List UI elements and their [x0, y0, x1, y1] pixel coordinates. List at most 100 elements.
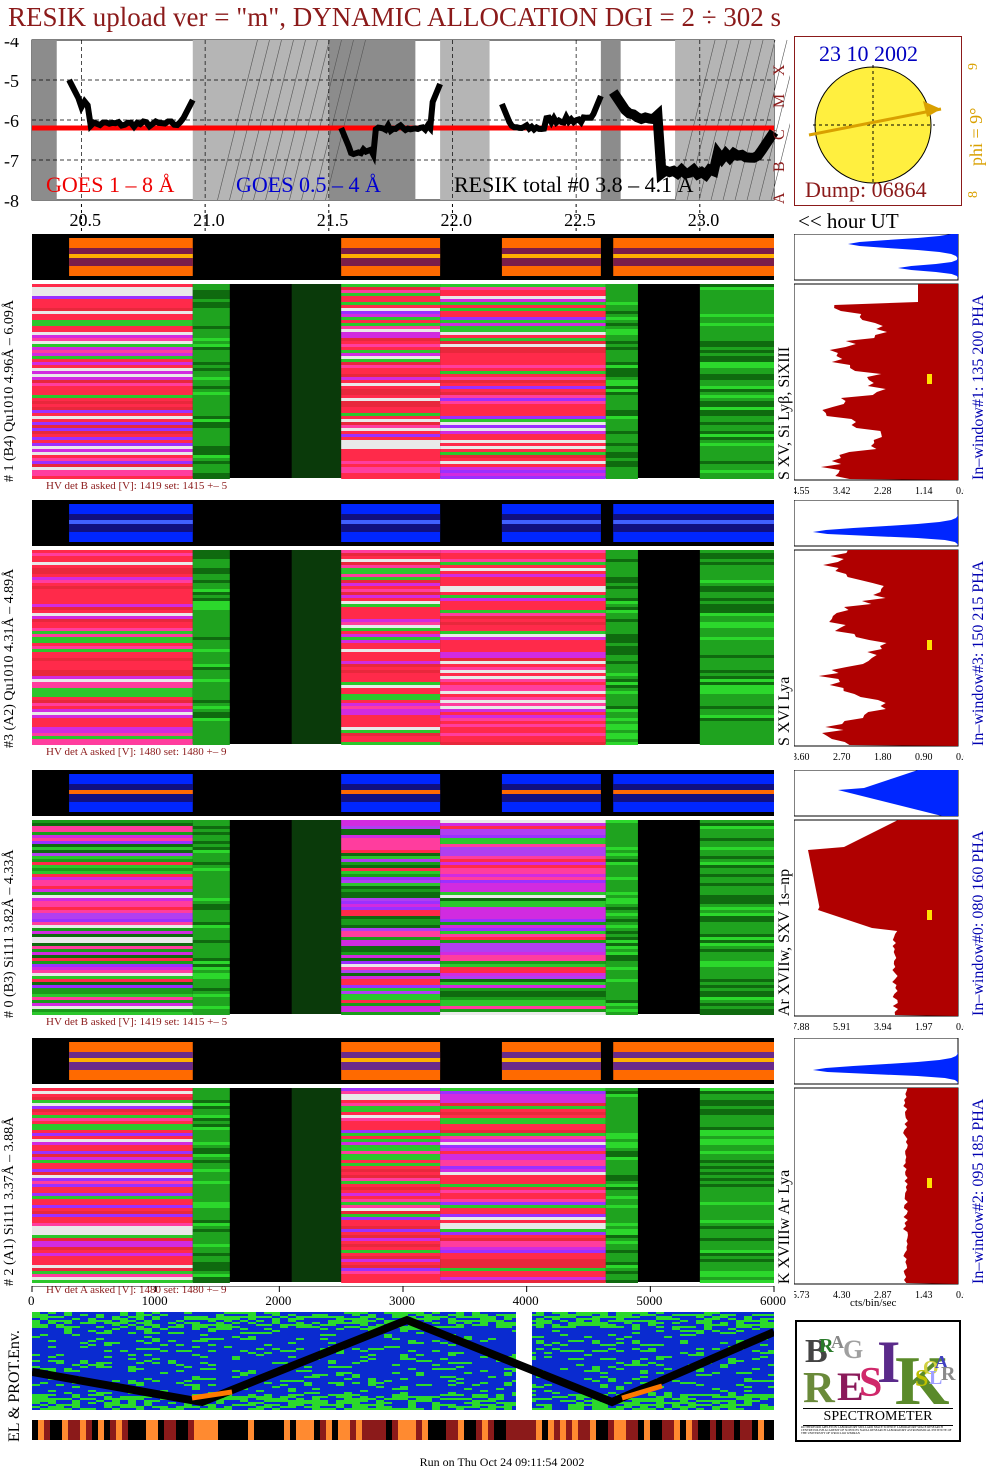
orbit-box: 23 10 2002 Dump: 06864 [794, 36, 962, 206]
time-axis-label: 23.0 [688, 210, 720, 230]
time-axis: 20.5 21.0 21.5 22.0 22.5 23.0 [69, 204, 720, 234]
resik-total-series [338, 82, 443, 166]
logo-title: SPECTROMETER [803, 1408, 953, 1426]
logo-fine-print: RUTHERFORD APPLETON LABORATORY MULLARD S… [801, 1426, 952, 1435]
counts-axis: 0 1000 2000 3000 4000 5000 6000 [28, 1286, 786, 1308]
logo-letter: G [843, 1335, 863, 1364]
logo-letter: R [819, 1335, 834, 1357]
environment-map [32, 1312, 774, 1440]
legend-resik-total: RESIK total #0 3.8 – 4.1 Å [454, 172, 694, 197]
hv-setting: HV det A asked [V]: 1480 set: 1480 +– 9 [46, 1284, 227, 1296]
pha-axis-tick: 3.42 [833, 486, 851, 497]
env-label: EL & PROT.Env. [6, 1330, 23, 1442]
counts-axis-tick: 5000 [636, 1293, 662, 1308]
channel-spectrogram [32, 770, 774, 1015]
channel-label: #3 (A2) Qu1010 4.31Å – 4.89Å [2, 568, 17, 748]
line-label: K XVIIIw Ar Lya [776, 1169, 793, 1284]
logo-letter: A [831, 1332, 844, 1352]
window-label: In–window#2: 095 185 PHA [970, 1098, 987, 1284]
counts-axis-tick: 3000 [389, 1293, 415, 1308]
dump-number: Dump: 06864 [805, 177, 927, 202]
counts-axis-tick: 2000 [265, 1293, 291, 1308]
channel-label: # 0 (B3) Si111 3.82Å – 4.33Å [2, 849, 17, 1018]
sun-orbit-diagram [808, 65, 942, 185]
pha-plot: 3.60 2.70 1.80 0.90 0.00 [794, 500, 964, 763]
counts-axis-tick: 6000 [760, 1293, 786, 1308]
pha-axis-tick: 2.28 [874, 486, 892, 497]
pha-axis-tick: 5.91 [833, 1022, 851, 1033]
logo-letter: S [915, 1366, 928, 1392]
window-label: In–window#0: 080 160 PHA [970, 830, 987, 1016]
pha-axis-tick: 4.55 [794, 486, 810, 497]
time-axis-unit: << hour UT [798, 209, 899, 233]
orbit-date: 23 10 2002 [819, 41, 918, 66]
pha-plot: 4.55 3.42 2.28 1.14 0.00 [794, 234, 964, 497]
time-axis-label: 22.5 [564, 210, 596, 230]
goes-y-tick: -5 [4, 71, 19, 91]
pha-axis-tick: 1.43 [915, 1290, 933, 1301]
time-axis-label: 20.5 [69, 210, 101, 230]
channel-label: # 2 (A1) Si111 3.37Å – 3.88Å [2, 1116, 17, 1286]
counts-axis-tick: 0 [28, 1293, 35, 1308]
line-label: S XV, Si Lyβ, SiXIII [776, 346, 793, 480]
logo-letter: K [895, 1343, 949, 1420]
logo-letter: R [803, 1363, 836, 1412]
pha-axis-tick: 0.00 [956, 1290, 964, 1301]
goes-class-label: M [771, 94, 788, 108]
logo-letter: A [935, 1352, 948, 1372]
time-axis-label: 21.0 [193, 210, 225, 230]
goes-y-tick: -7 [4, 151, 19, 171]
logo-letter: O [923, 1357, 939, 1379]
legend-goes-1-8: GOES 1 – 8 Å [46, 172, 175, 197]
logo-letter: I [877, 1329, 900, 1395]
time-axis-label: 21.5 [317, 210, 349, 230]
logo-letter: R [941, 1363, 956, 1385]
counts-axis-tick: 4000 [513, 1293, 539, 1308]
goes-class-label: A [771, 192, 788, 204]
pha-axis-tick: 7.88 [794, 1022, 810, 1033]
channel-spectrogram [32, 500, 774, 745]
pha-axis-tick: 5.73 [794, 1290, 810, 1301]
line-label: Ar XVIIw, SXV 1s–np [776, 868, 793, 1016]
hv-setting: HV det B asked [V]: 1419 set: 1415 +– 5 [46, 1016, 228, 1028]
goes-y-tick: -4 [4, 38, 19, 51]
channel-label: # 1 (B4) Qu1010 4.96Å – 6.09Å [2, 300, 17, 482]
window-label: In–window#3: 150 215 PHA [970, 560, 987, 746]
pha-plot: 7.88 5.91 3.94 1.97 0.00 [794, 770, 964, 1033]
channel-spectrogram [32, 234, 774, 479]
pha-plot: 5.73 4.30 2.87 1.43 0.00 [794, 1038, 964, 1301]
goes-chart: -4 -5 -6 -7 -8 A B C M X [4, 31, 812, 211]
pha-axis-tick: 3.94 [874, 1022, 892, 1033]
pha-axis-tick: 1.14 [915, 486, 933, 497]
resik-total-series [66, 78, 196, 133]
phi-tick-top: 9 [966, 63, 981, 70]
goes-class-label: X [771, 64, 788, 76]
pha-axis-tick: 0.00 [956, 752, 964, 763]
goes-y-tick: -8 [4, 191, 19, 208]
line-label: S XVI Lya [776, 676, 793, 746]
logo-letter: S [859, 1360, 882, 1406]
pha-axis-tick: 0.90 [915, 752, 933, 763]
resik-total-series [609, 89, 779, 184]
resik-total-series [499, 94, 604, 134]
window-label: In–window#1: 135 200 PHA [970, 294, 987, 480]
page-title: RESIK upload ver = "m", DYNAMIC ALLOCATI… [8, 2, 782, 32]
pha-axis-tick: 1.80 [874, 752, 892, 763]
logo-letter: B [805, 1333, 828, 1370]
goes-panel: -4 -5 -6 -7 -8 A B C M X [0, 31, 812, 211]
goes-class-label: B [771, 161, 788, 172]
hv-setting: HV det A asked [V]: 1480 set: 1480 +– 9 [46, 746, 227, 758]
goes-class-label: C [771, 129, 788, 140]
pha-axis-tick: 2.87 [874, 1290, 892, 1301]
channel-spectrogram [32, 1038, 774, 1283]
goes-y-tick: -6 [4, 111, 19, 131]
phi-tick-bottom: 8 [966, 191, 981, 198]
counts-axis-unit: cts/bin/sec [850, 1297, 897, 1309]
pha-axis-tick: 0.00 [956, 486, 964, 497]
pha-axis-tick: 4.30 [833, 1290, 851, 1301]
counts-axis-tick: 1000 [142, 1293, 168, 1308]
footer-run-date: Run on Thu Oct 24 09:11:54 2002 [419, 1455, 585, 1469]
time-axis-label: 22.0 [440, 210, 472, 230]
